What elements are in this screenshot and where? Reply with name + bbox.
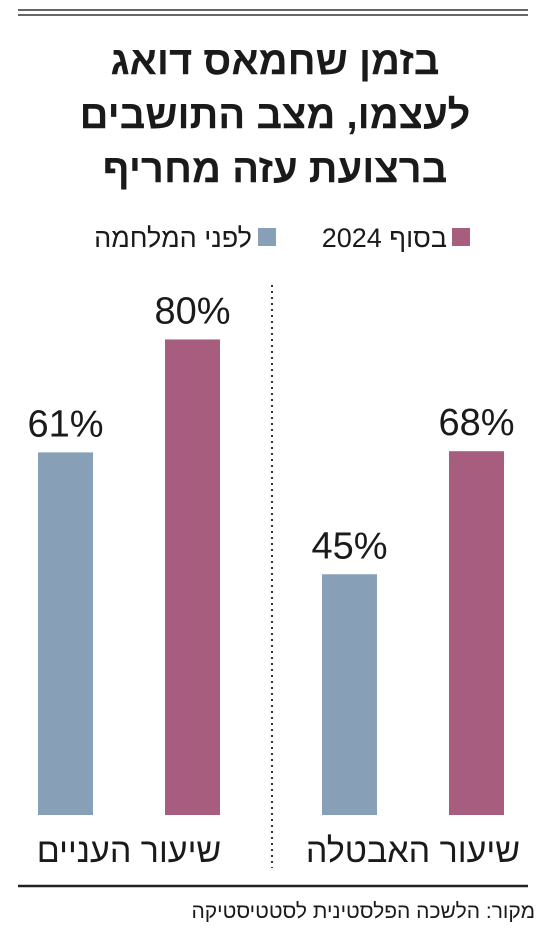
legend-label: בסוף 2024 xyxy=(322,223,447,253)
category-label: שיעור האבטלה xyxy=(306,832,520,870)
value-label: 68% xyxy=(438,402,514,444)
value-label: 45% xyxy=(311,525,387,567)
title-line: ברצועת עזה מחריף xyxy=(103,147,448,191)
category-label: שיעור העניים xyxy=(37,832,222,870)
value-label: 61% xyxy=(27,403,103,445)
legend-label: לפני המלחמה xyxy=(94,223,252,253)
legend-swatch xyxy=(452,228,470,246)
value-label: 80% xyxy=(154,290,230,332)
title-line: לעצמו, מצב התושבים xyxy=(80,93,471,137)
title-line: בזמן שחמאס דואג xyxy=(110,39,439,83)
bar xyxy=(165,339,220,815)
legend-swatch xyxy=(258,228,276,246)
source: מקור: הלשכה הפלסטינית לסטטיסטיקה xyxy=(191,900,535,923)
bar xyxy=(322,574,377,815)
bar xyxy=(449,451,504,815)
bar xyxy=(38,452,93,815)
